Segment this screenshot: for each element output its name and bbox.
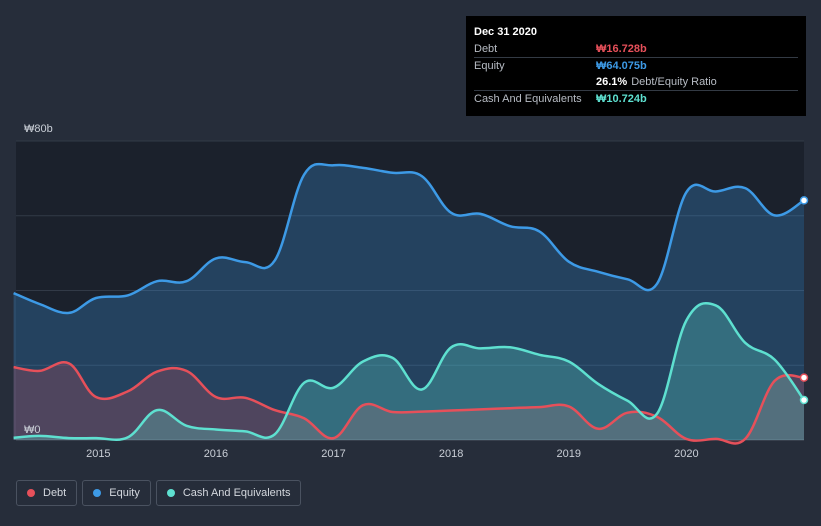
legend-item-cash[interactable]: Cash And Equivalents (155, 480, 302, 506)
end-marker-debt (799, 373, 809, 382)
series-areas (13, 163, 805, 444)
x-tick-label-2017: 2017 (321, 448, 345, 460)
legend-dot-cash (166, 489, 175, 497)
x-tick-label-2016: 2016 (204, 448, 228, 460)
data-tooltip: Dec 31 2020 Debt ₩16.728b Equity ₩64.075… (466, 16, 806, 116)
y-tick-label-0: ₩0 (24, 424, 41, 436)
tooltip-equity-label: Equity (474, 60, 505, 72)
x-tick-label-2018: 2018 (439, 448, 463, 460)
line-cash-and-equivalents (13, 301, 806, 442)
area-debt (13, 362, 805, 444)
tooltip-date: Dec 31 2020 (474, 26, 537, 38)
tooltip-cash-value: ₩10.724b (596, 93, 647, 105)
legend-label-equity: Equity (109, 487, 140, 499)
tooltip-ratio-label (474, 74, 596, 90)
end-markers (799, 196, 809, 405)
tooltip-row-ratio: 26.1% Debt/Equity Ratio (474, 74, 798, 90)
legend-dot-equity (93, 489, 102, 497)
line-debt (13, 361, 805, 445)
area-equity (13, 163, 805, 440)
x-axis-tick-labels: 2015 2016 2017 2018 2019 2020 (86, 448, 699, 460)
chart-legend: Debt Equity Cash And Equivalents (16, 480, 302, 506)
legend-item-debt[interactable]: Debt (16, 480, 78, 506)
y-axis-tick-labels: ₩80b ₩0 (24, 123, 53, 436)
line-equity (13, 162, 805, 315)
tooltip-debt-label: Debt (474, 43, 498, 55)
series-lines (13, 162, 806, 445)
tooltip-cash-label: Cash And Equivalents (474, 93, 582, 105)
legend-item-equity[interactable]: Equity (82, 480, 151, 506)
end-marker-cash-and-equivalents (799, 395, 809, 405)
legend-dot-debt (27, 489, 35, 497)
tooltip-ratio-value: 26.1% (596, 76, 628, 88)
tooltip-row-cash: Cash And Equivalents ₩10.724b (474, 90, 798, 107)
legend-label-debt: Debt (43, 487, 67, 499)
end-marker-equity (799, 196, 809, 205)
tooltip-debt-value: ₩16.728b (596, 43, 647, 55)
x-tick-label-2019: 2019 (557, 448, 581, 460)
tooltip-ratio-suffix: Debt/Equity Ratio (631, 76, 717, 88)
tooltip-equity-value: ₩64.075b (596, 60, 647, 72)
y-tick-label-80: ₩80b (24, 123, 53, 135)
x-tick-label-2015: 2015 (86, 448, 110, 460)
legend-label-cash: Cash And Equivalents (182, 487, 291, 499)
tooltip-row-equity: Equity ₩64.075b (474, 57, 798, 74)
area-cash-and-equivalents (13, 303, 805, 440)
x-tick-label-2020: 2020 (674, 448, 698, 460)
tooltip-row-debt: Debt ₩16.728b (474, 41, 798, 57)
gridlines (16, 140, 804, 441)
